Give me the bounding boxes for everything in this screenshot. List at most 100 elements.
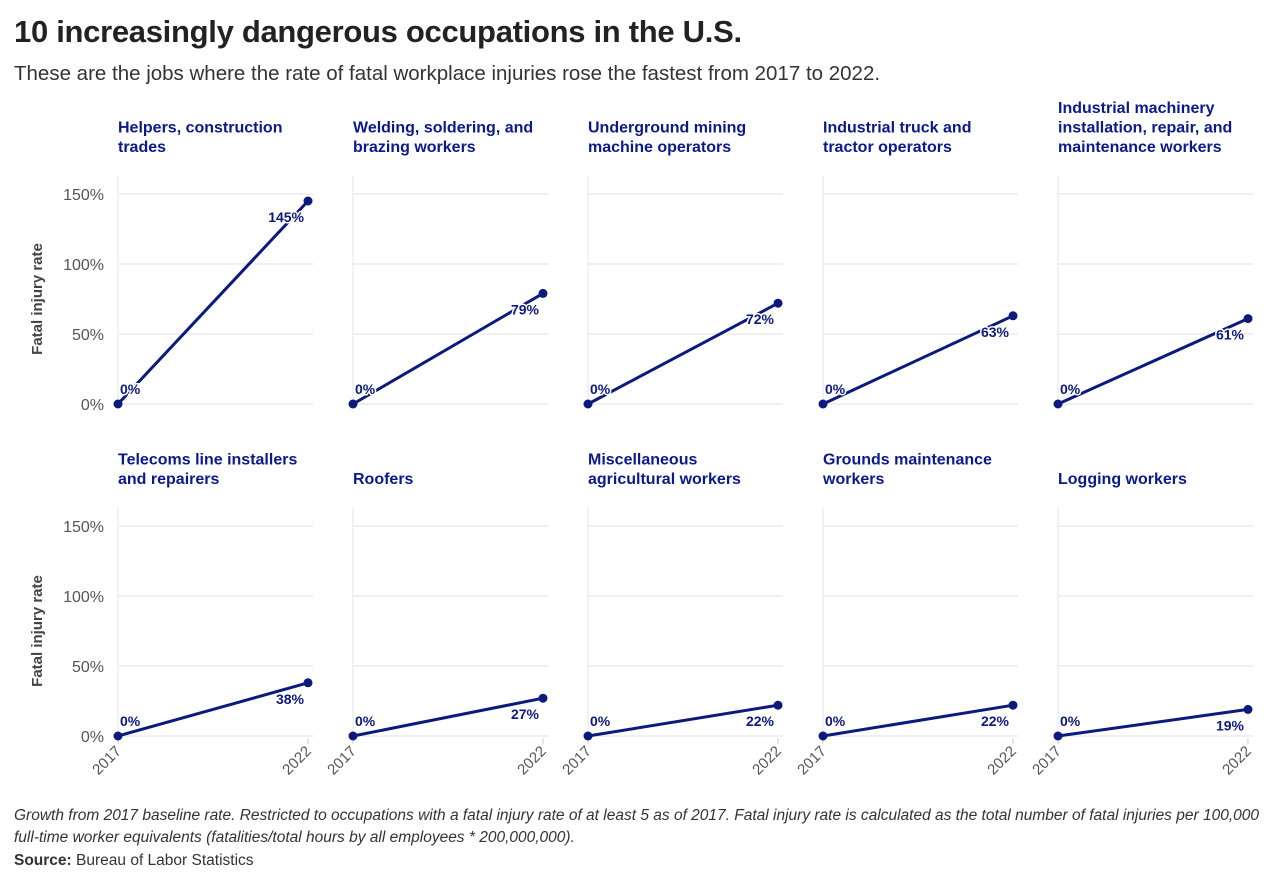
data-label-2022: 19% — [1216, 717, 1245, 733]
series-line — [1057, 707, 1249, 738]
panel-9: Grounds maintenance workers 2017 2022 0% 22% — [794, 452, 1020, 779]
data-point-2022 — [1243, 314, 1253, 324]
panel-title: trades — [118, 139, 166, 156]
y-tick-label: 0% — [81, 397, 104, 414]
chart-subtitle: These are the jobs where the rate of fat… — [14, 62, 881, 85]
panel-title: Underground mining — [588, 120, 746, 137]
series-line — [587, 703, 779, 738]
footnote: Growth from 2017 baseline rate. Restrict… — [14, 807, 1259, 846]
source-text: Bureau of Labor Statistics — [76, 852, 254, 869]
y-tick-label: 50% — [72, 659, 104, 676]
data-label-2022: 38% — [276, 691, 305, 707]
series-line — [352, 696, 544, 738]
panel-title: Miscellaneous — [588, 452, 697, 469]
panel-title: installation, repair, and — [1058, 120, 1232, 137]
panel-title: Industrial truck and — [823, 120, 971, 137]
data-label-2022: 63% — [981, 324, 1010, 340]
y-axis-title: Fatal injury rate — [29, 243, 46, 355]
data-point-2017 — [113, 399, 123, 409]
panel-7: Roofers 2017 2022 0% 27% — [324, 471, 550, 778]
panel-2: Welding, soldering, and brazing workers 0%… — [348, 120, 548, 409]
x-tick-label: 2017 — [324, 743, 360, 779]
x-tick-label: 2017 — [1029, 743, 1065, 779]
x-tick-label: 2022 — [984, 743, 1020, 779]
data-label-2017: 0% — [825, 381, 846, 397]
y-tick-label: 150% — [63, 187, 104, 204]
panel-8: Miscellaneous agricultural workers 2017 202… — [559, 452, 785, 779]
panel-title: and repairers — [118, 471, 219, 488]
data-label-2022: 79% — [511, 301, 540, 317]
data-label-2017: 0% — [590, 713, 611, 729]
data-label-2022: 22% — [981, 713, 1010, 729]
data-point-2022 — [1243, 704, 1253, 714]
data-label-2022: 61% — [1216, 327, 1245, 343]
series-line — [116, 199, 310, 406]
panel-1: Helpers, construction trades 0% 50% 100% 150%… — [29, 120, 313, 414]
panel-title: Grounds maintenance — [823, 452, 992, 469]
data-label-2017: 0% — [825, 713, 846, 729]
x-tick-label: 2022 — [514, 743, 550, 779]
data-point-2022 — [773, 298, 783, 308]
y-tick-label: 0% — [81, 729, 104, 746]
x-tick-label: 2022 — [279, 743, 315, 779]
panel-4: Industrial truck and tractor operators 0% 6… — [818, 120, 1018, 409]
data-label-2017: 0% — [120, 381, 141, 397]
panel-title: Industrial machinery — [1058, 100, 1215, 117]
panel-title: Logging workers — [1058, 471, 1187, 488]
panel-title: workers — [822, 471, 884, 488]
data-point-2017 — [348, 731, 358, 741]
panel-3: Underground mining machine operators 0% 72% — [583, 120, 783, 409]
panel-title: maintenance workers — [1058, 139, 1222, 156]
data-label-2017: 0% — [1060, 713, 1081, 729]
data-label-2022: 22% — [746, 713, 775, 729]
chart-title: 10 increasingly dangerous occupations in… — [14, 14, 742, 49]
y-tick-label: 150% — [63, 519, 104, 536]
x-tick-label: 2022 — [1219, 743, 1255, 779]
y-tick-label: 100% — [63, 257, 104, 274]
data-point-2017 — [583, 731, 593, 741]
panel-5: Industrial machinery installation, repair… — [1053, 100, 1253, 409]
data-point-2017 — [348, 399, 358, 409]
data-point-2022 — [1008, 311, 1018, 321]
data-point-2017 — [583, 399, 593, 409]
data-point-2022 — [773, 700, 783, 710]
x-tick-label: 2022 — [749, 743, 785, 779]
y-tick-label: 50% — [72, 327, 104, 344]
y-tick-label: 100% — [63, 589, 104, 606]
data-point-2022 — [303, 196, 313, 206]
panel-title: Helpers, construction — [118, 120, 282, 137]
data-point-2017 — [818, 731, 828, 741]
panel-title: Telecoms line installers — [118, 452, 297, 469]
data-point-2022 — [303, 678, 313, 688]
panel-title: tractor operators — [823, 139, 952, 156]
data-label-2022: 72% — [746, 311, 775, 327]
panel-title: brazing workers — [353, 139, 476, 156]
data-label-2017: 0% — [1060, 381, 1081, 397]
panel-title: Welding, soldering, and — [353, 120, 533, 137]
panel-title: Roofers — [353, 471, 414, 488]
x-tick-label: 2017 — [559, 743, 595, 779]
series-line — [352, 292, 544, 406]
panel-10: Logging workers 2017 2022 0% 19% — [1029, 471, 1255, 778]
series-line — [117, 681, 309, 738]
data-label-2017: 0% — [590, 381, 611, 397]
panel-title: machine operators — [588, 139, 731, 156]
data-point-2022 — [538, 693, 548, 703]
x-tick-label: 2017 — [89, 743, 125, 779]
data-label-2017: 0% — [355, 713, 376, 729]
data-label-2022: 145% — [268, 209, 304, 225]
data-label-2017: 0% — [355, 381, 376, 397]
y-axis-title: Fatal injury rate — [29, 575, 46, 687]
panel-6: Telecoms line installers and repairers 0% 5… — [29, 452, 315, 779]
data-point-2022 — [538, 288, 548, 298]
panel-title: agricultural workers — [588, 471, 741, 488]
source-line: Source: Bureau of Labor Statistics — [14, 852, 254, 870]
data-label-2017: 0% — [120, 713, 141, 729]
series-line — [822, 703, 1014, 738]
data-point-2017 — [1053, 731, 1063, 741]
source-label: Source: — [14, 852, 72, 869]
data-point-2017 — [113, 731, 123, 741]
series-line — [587, 301, 779, 406]
x-tick-label: 2017 — [794, 743, 830, 779]
